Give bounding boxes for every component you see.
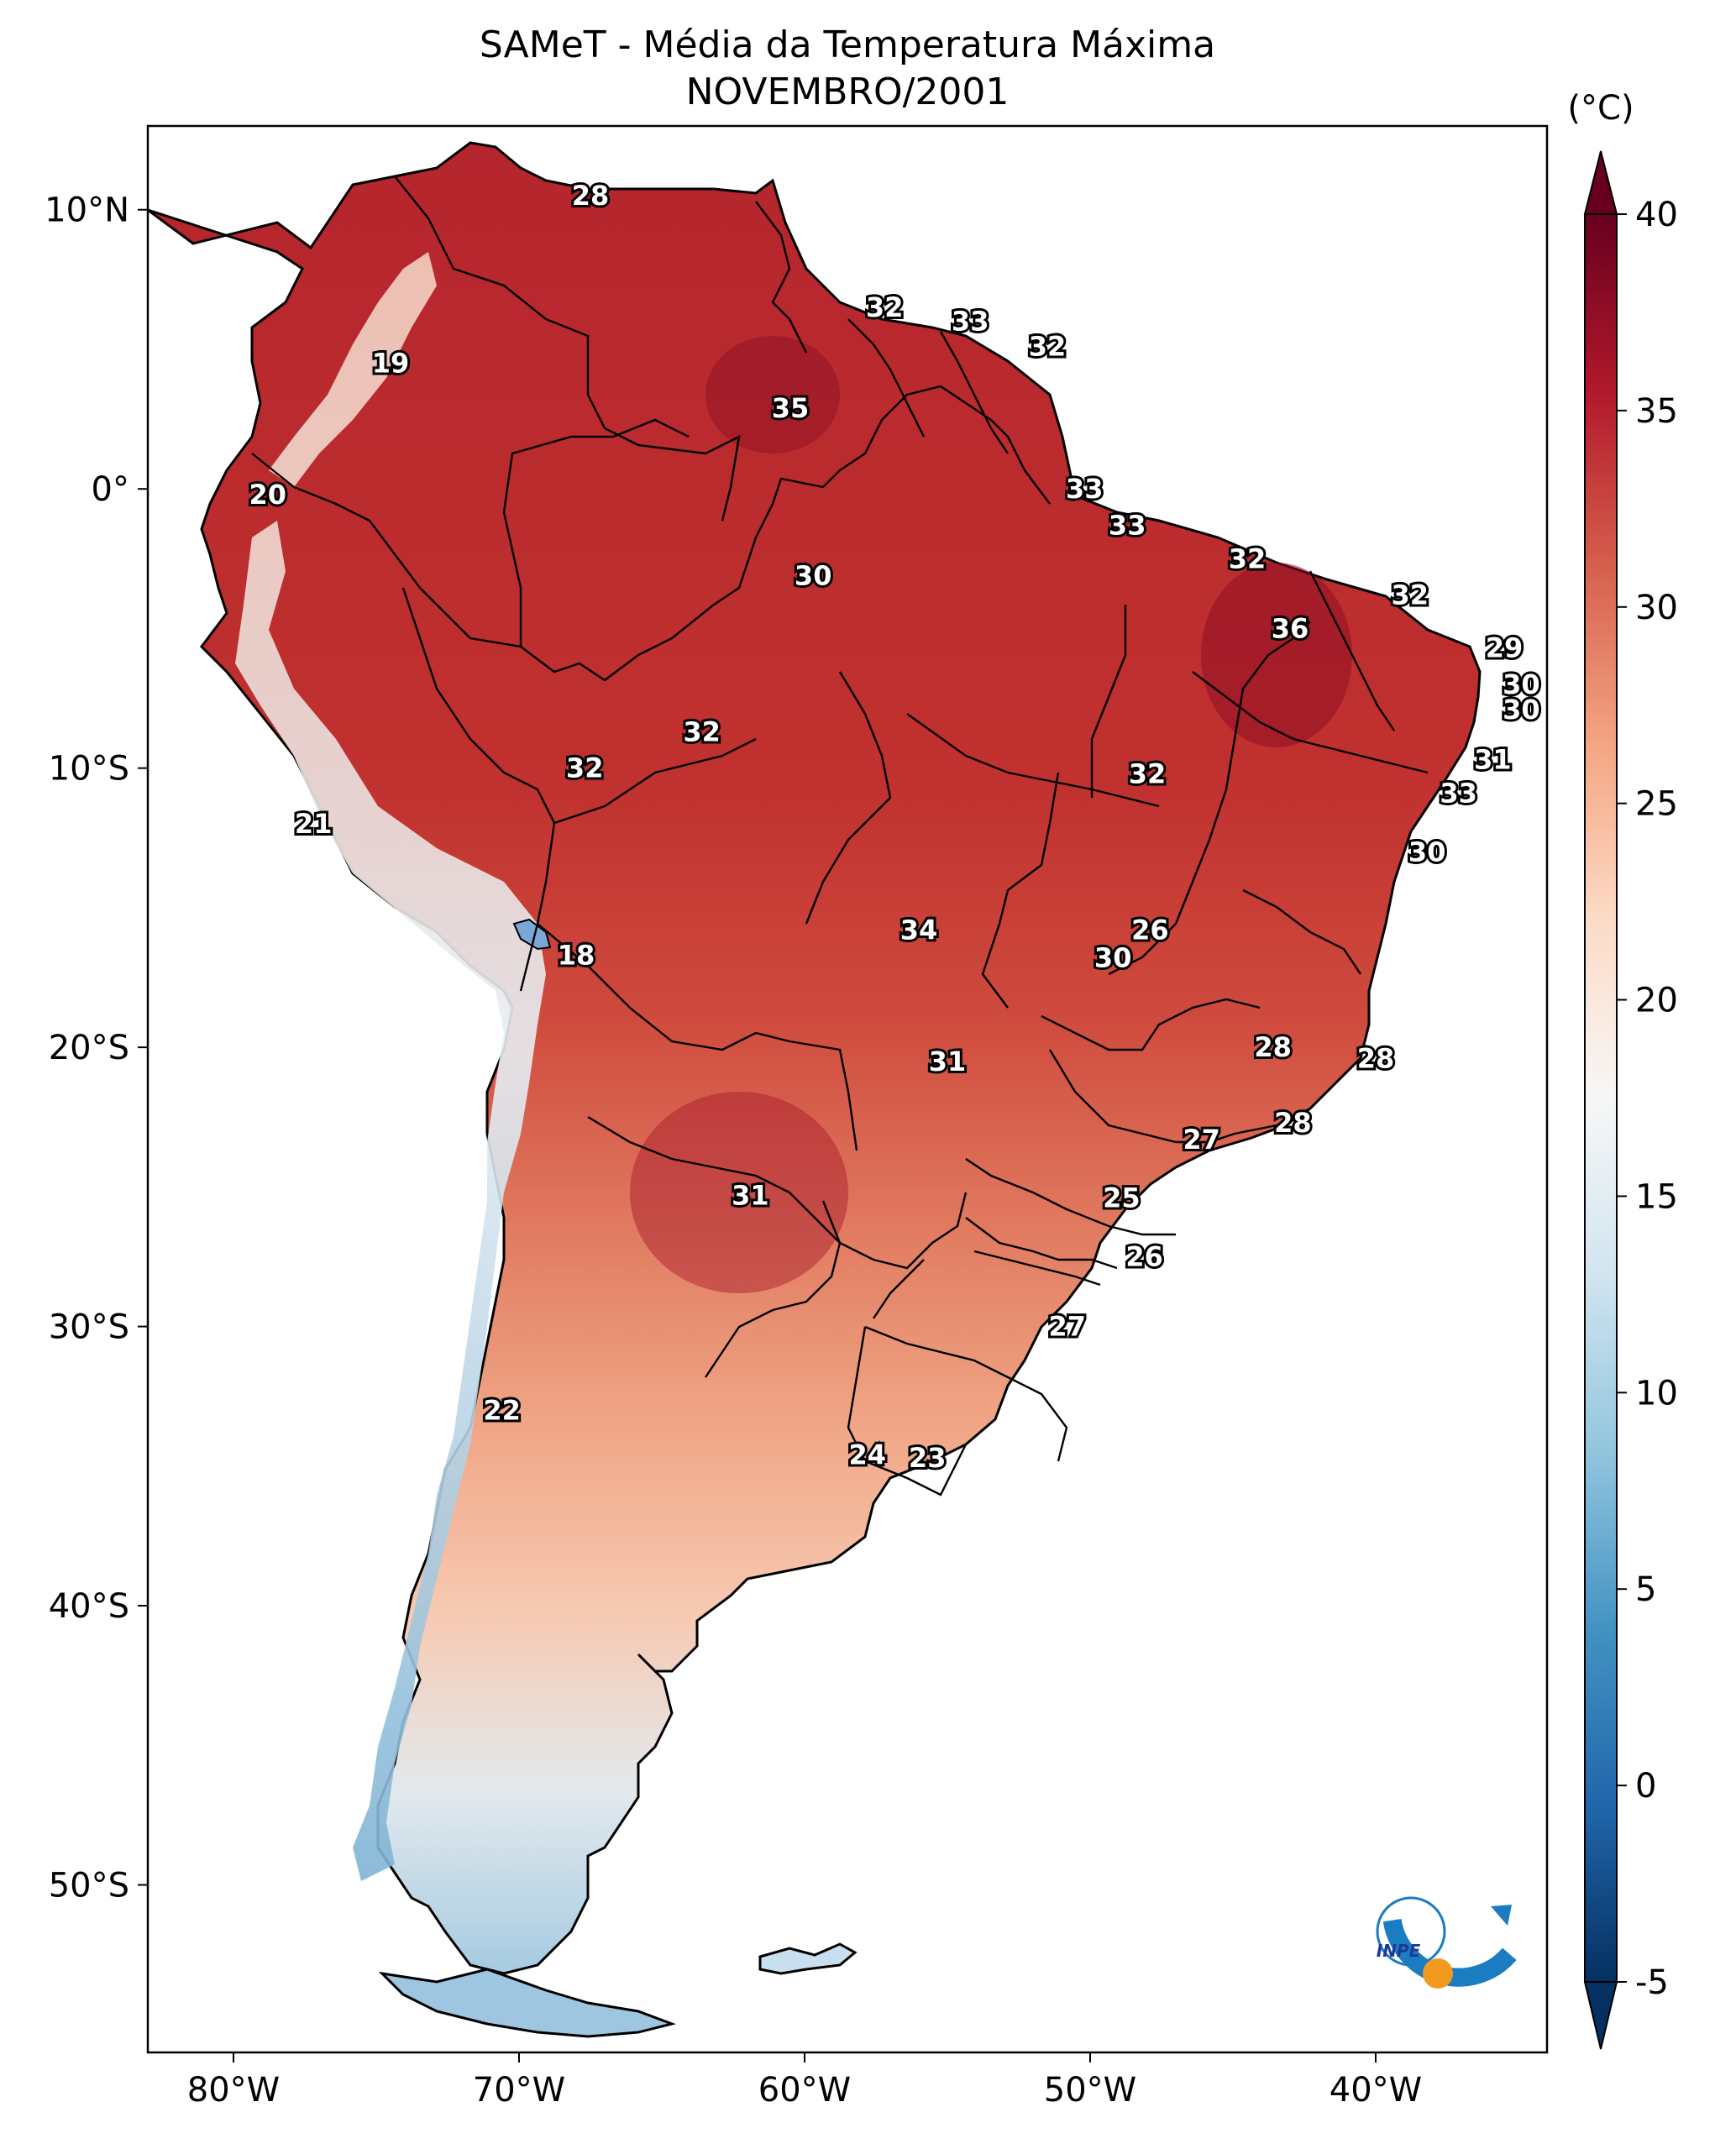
contour-label: 26	[1125, 1240, 1163, 1272]
contour-label: 30	[1408, 836, 1446, 867]
contour-label: 18	[558, 939, 595, 971]
contour-label: 33	[952, 306, 989, 338]
contour-label: 32	[1392, 579, 1429, 611]
contour-label: 31	[732, 1179, 769, 1211]
colorbar: (°C) 40 35 30 25 20 15 10 5 0 -5	[1567, 89, 1678, 2050]
contour-label: 33	[1066, 473, 1104, 505]
colorbar-tick-label: 10	[1635, 1374, 1678, 1413]
lon-tick-label: 70°W	[473, 2071, 565, 2110]
contour-label: 25	[1103, 1182, 1141, 1214]
contour-label: 24	[849, 1439, 887, 1471]
contour-label: 27	[1183, 1124, 1220, 1156]
contour-label: 28	[1274, 1107, 1312, 1139]
contour-label: 30	[1503, 668, 1540, 700]
contour-label: 32	[1029, 331, 1067, 363]
lon-tick-label: 50°W	[1044, 2071, 1136, 2110]
inpe-logo-arrow-icon	[1491, 1905, 1512, 1926]
lat-tick-label: 0°	[92, 470, 129, 509]
contour-label: 29	[1486, 632, 1524, 664]
inpe-logo: INPE	[1376, 1896, 1517, 1989]
lat-tick-label: 40°S	[49, 1587, 129, 1626]
contour-label: 31	[1474, 744, 1512, 776]
contour-label: 30	[1503, 694, 1540, 726]
contour-label: 27	[1049, 1311, 1087, 1343]
contour-label: 23	[909, 1442, 947, 1474]
longitude-axis: 80°W 70°W 60°W 50°W 40°W	[187, 2052, 1422, 2110]
contour-label: 28	[1254, 1031, 1292, 1063]
contour-label: 28	[572, 180, 610, 212]
contour-label: 32	[566, 752, 604, 784]
latitude-axis: 10°N 0° 10°S 20°S 30°S 40°S 50°S	[45, 191, 148, 1905]
lat-tick-label: 20°S	[49, 1029, 129, 1067]
lat-tick-label: 10°N	[45, 191, 129, 230]
colorbar-tick-label: 15	[1635, 1177, 1678, 1216]
colorbar-tick-label: 0	[1635, 1767, 1656, 1806]
colorbar-tick-label: 25	[1635, 785, 1678, 824]
hot-spot-chaco	[630, 1092, 848, 1293]
map-title: SAMeT - Média da Temperatura Máxima	[480, 24, 1215, 66]
contour-label: 35	[772, 392, 810, 424]
colorbar-unit: (°C)	[1567, 89, 1634, 128]
contour-label: 21	[295, 808, 333, 840]
hot-spot-northeast	[1201, 563, 1352, 747]
lon-tick-label: 60°W	[758, 2071, 851, 2110]
colorbar-scale	[1584, 213, 1618, 1983]
lat-tick-label: 30°S	[49, 1308, 129, 1347]
inpe-logo-sun	[1423, 1958, 1453, 1989]
inpe-logo-orbit	[1376, 1896, 1446, 1967]
contour-label: 28	[1357, 1042, 1395, 1074]
lake-titicaca	[512, 918, 552, 951]
colorbar-tick-label: 30	[1635, 589, 1678, 627]
colorbar-tick-label: 5	[1635, 1570, 1656, 1609]
colorbar-ticks: 40 35 30 25 20 15 10 5 0 -5	[1617, 196, 1678, 2002]
contour-label: 30	[1094, 942, 1132, 974]
hot-spot-north	[705, 336, 840, 453]
map-subtitle: NOVEMBRO/2001	[686, 71, 1010, 113]
contour-label: 22	[483, 1394, 521, 1426]
lon-tick-label: 40°W	[1330, 2071, 1422, 2110]
political-borders	[251, 175, 1429, 1496]
lat-tick-label: 10°S	[49, 750, 129, 789]
lat-tick-label: 50°S	[49, 1867, 129, 1905]
falkland-islands	[758, 1942, 858, 1975]
contour-label: 32	[866, 291, 904, 323]
map-frame	[146, 124, 1549, 2054]
lon-tick-label: 80°W	[187, 2071, 280, 2110]
contour-label: 26	[1131, 914, 1169, 946]
colorbar-tick-label: 20	[1635, 982, 1678, 1020]
inpe-logo-text: INPE	[1377, 1941, 1421, 1961]
colorbar-bottom-extension	[1583, 1981, 1618, 2050]
contour-label: 33	[1109, 509, 1146, 541]
tierra-del-fuego	[378, 1968, 677, 2038]
contour-label: 34	[900, 914, 938, 946]
contour-label: 31	[929, 1046, 967, 1077]
contour-label: 19	[372, 348, 410, 380]
colorbar-tick-label: -5	[1635, 1963, 1669, 2002]
colorbar-tick-label: 40	[1635, 196, 1678, 234]
contour-label: 32	[1129, 757, 1167, 789]
colorbar-tick-label: 35	[1635, 392, 1678, 431]
contour-label: 32	[683, 715, 721, 747]
contour-label: 20	[249, 479, 287, 511]
colorbar-top-extension	[1583, 150, 1618, 215]
contour-label: 33	[1440, 778, 1477, 810]
contour-label: 30	[795, 559, 832, 591]
contour-label: 32	[1229, 542, 1267, 574]
contour-label: 36	[1272, 612, 1309, 644]
